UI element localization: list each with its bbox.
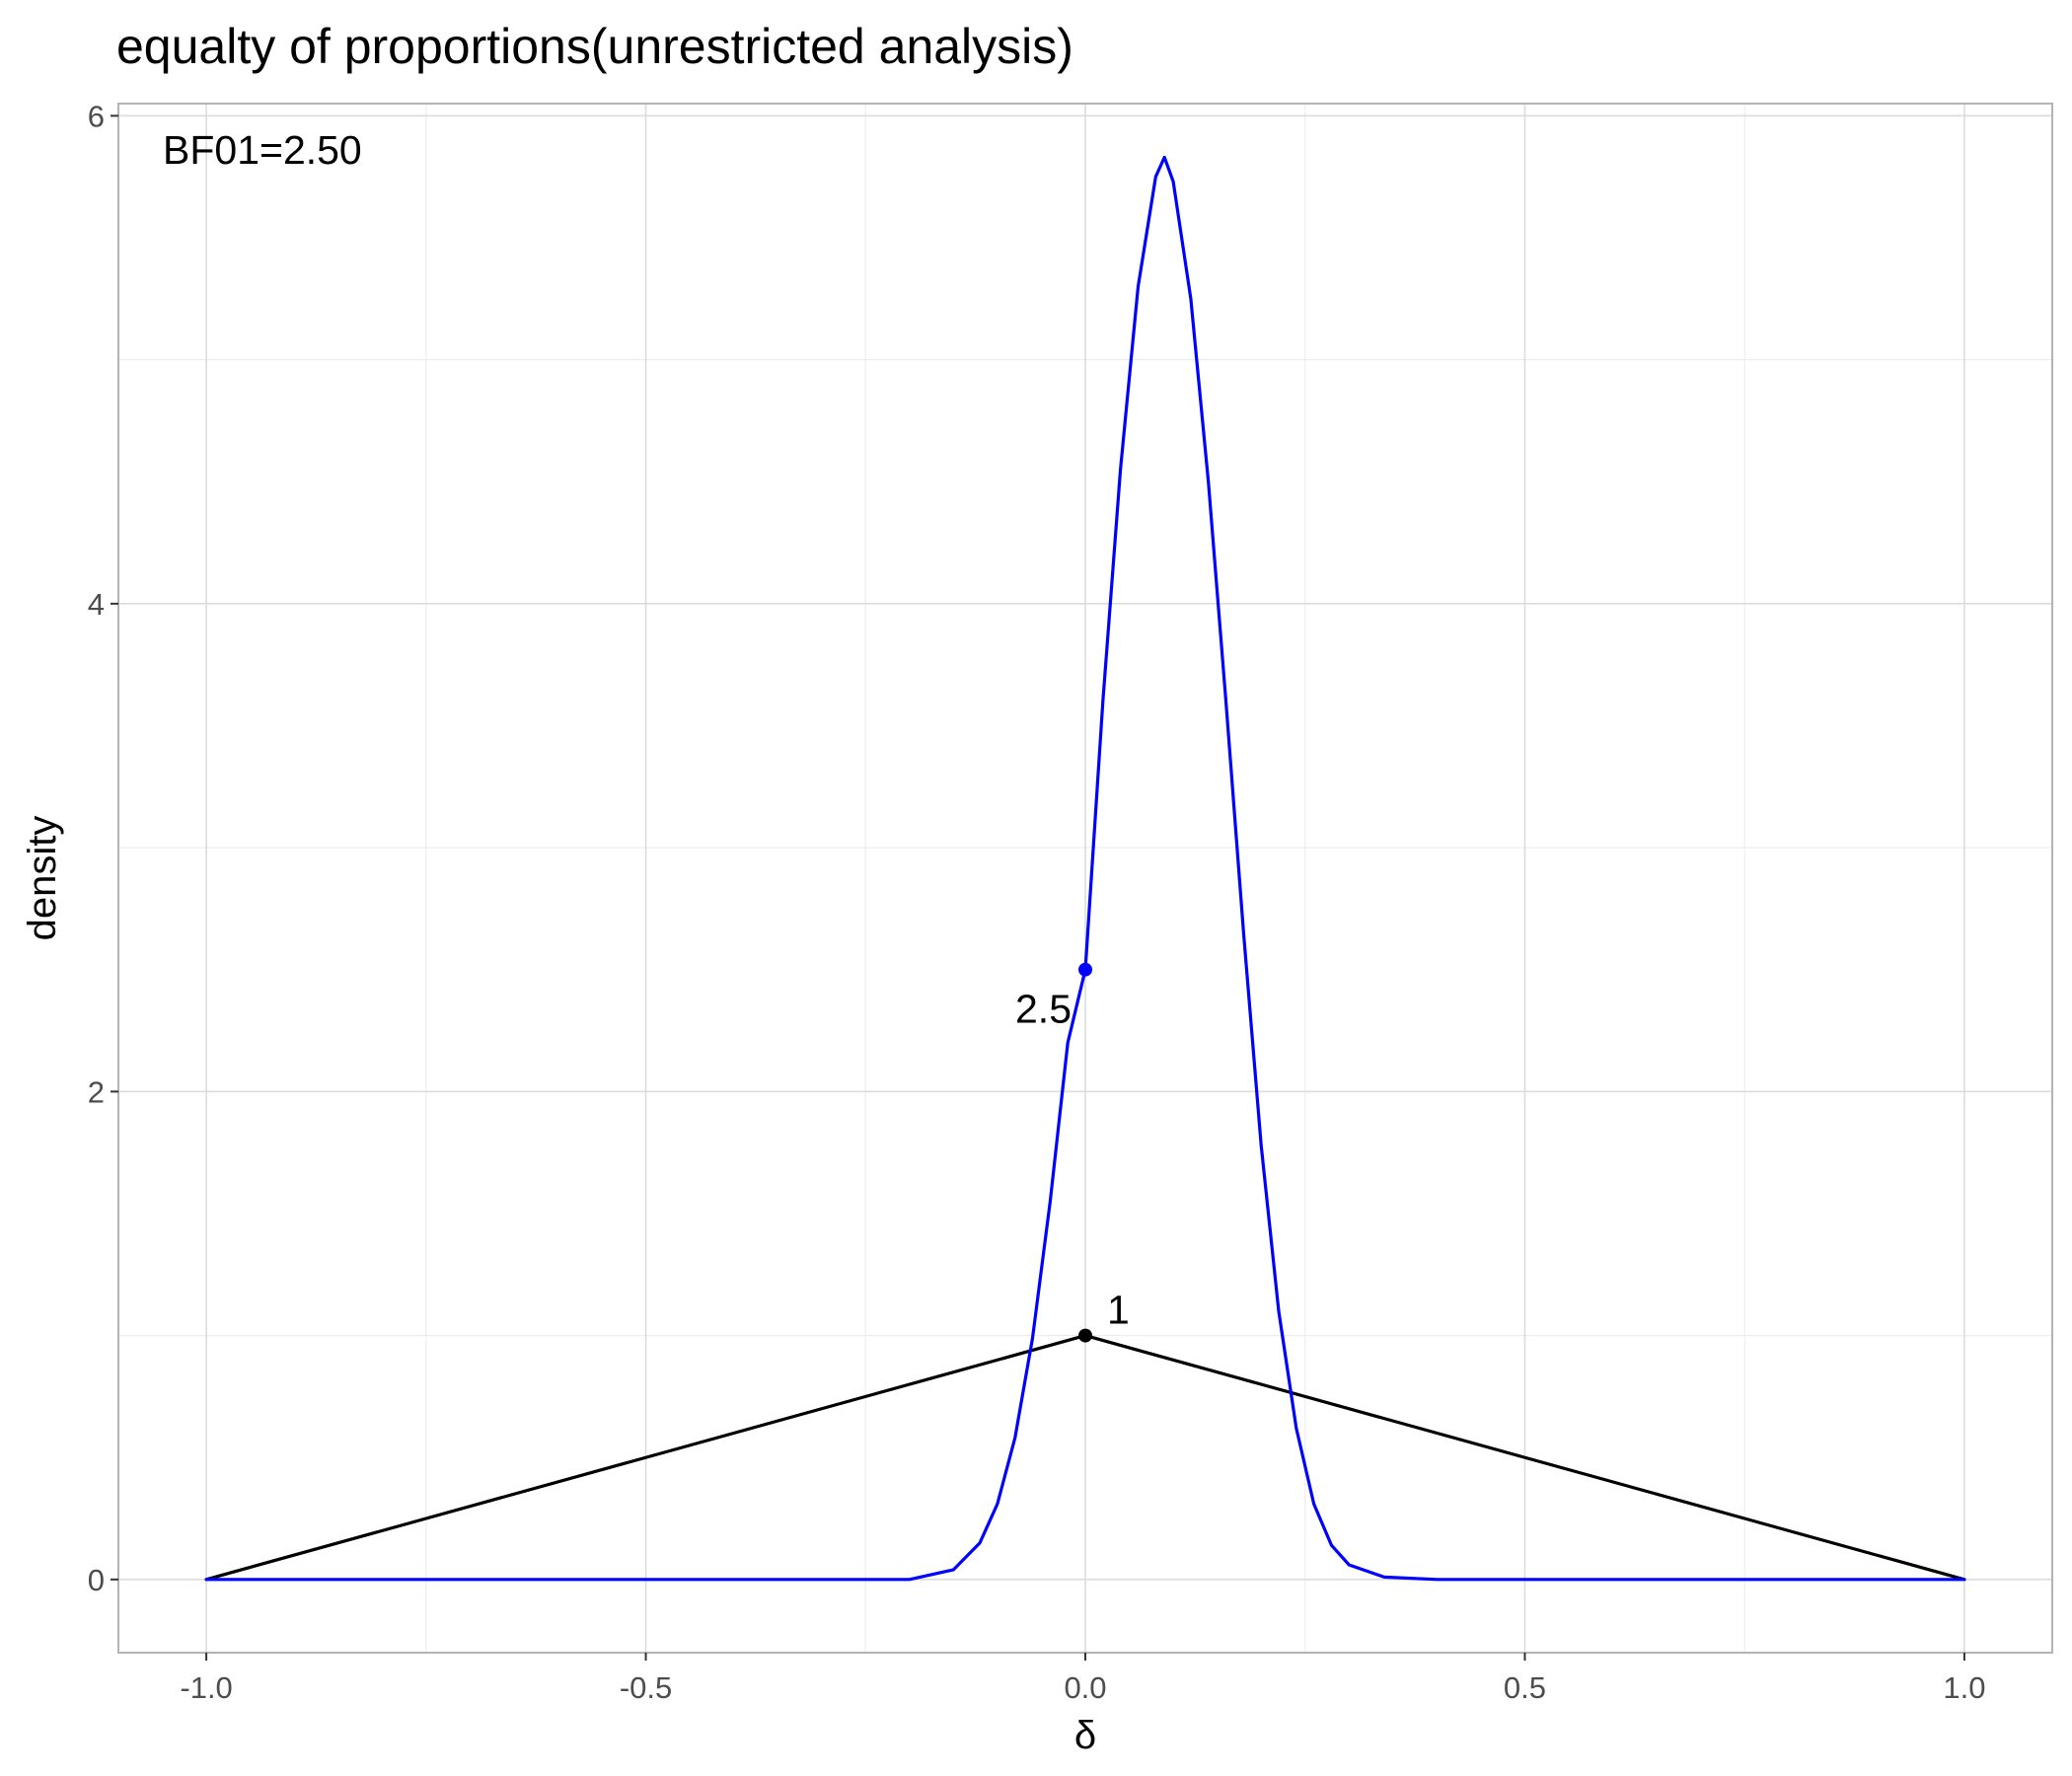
point-value-label: 1 [1107,1288,1130,1333]
x-tick-label: 0.0 [1064,1670,1106,1705]
x-axis-title: δ [1074,1714,1096,1757]
chart-title: equalty of proportions(unrestricted anal… [116,19,1073,74]
point-value-label: 2.5 [1015,987,1072,1032]
highlight-points: 2.51 [1015,962,1130,1343]
posterior-density-line [204,155,1966,1582]
x-tick-label: -0.5 [620,1670,672,1705]
y-tick-label: 0 [88,1563,105,1597]
y-tick-label: 6 [88,99,105,133]
prior-at-zero-point [1078,1328,1092,1343]
x-tick-label: 1.0 [1943,1670,1985,1705]
bayes-factor-annotation: BF01=2.50 [163,127,362,173]
y-axis-ticks: 0 2 4 6 [88,99,118,1597]
posterior-at-zero-point [1078,962,1092,977]
x-tick-label: 0.5 [1504,1670,1546,1705]
y-tick-label: 4 [88,587,105,622]
y-tick-label: 2 [88,1074,105,1109]
x-axis-ticks: -1.0 -0.5 0.0 0.5 1.0 [180,1653,1985,1705]
x-tick-label: -1.0 [180,1670,232,1705]
y-axis-title: density [21,816,64,941]
grid-lines [118,104,2052,1653]
